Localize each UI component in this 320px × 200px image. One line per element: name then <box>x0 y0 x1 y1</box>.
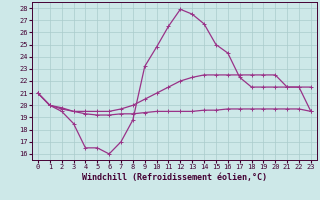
X-axis label: Windchill (Refroidissement éolien,°C): Windchill (Refroidissement éolien,°C) <box>82 173 267 182</box>
